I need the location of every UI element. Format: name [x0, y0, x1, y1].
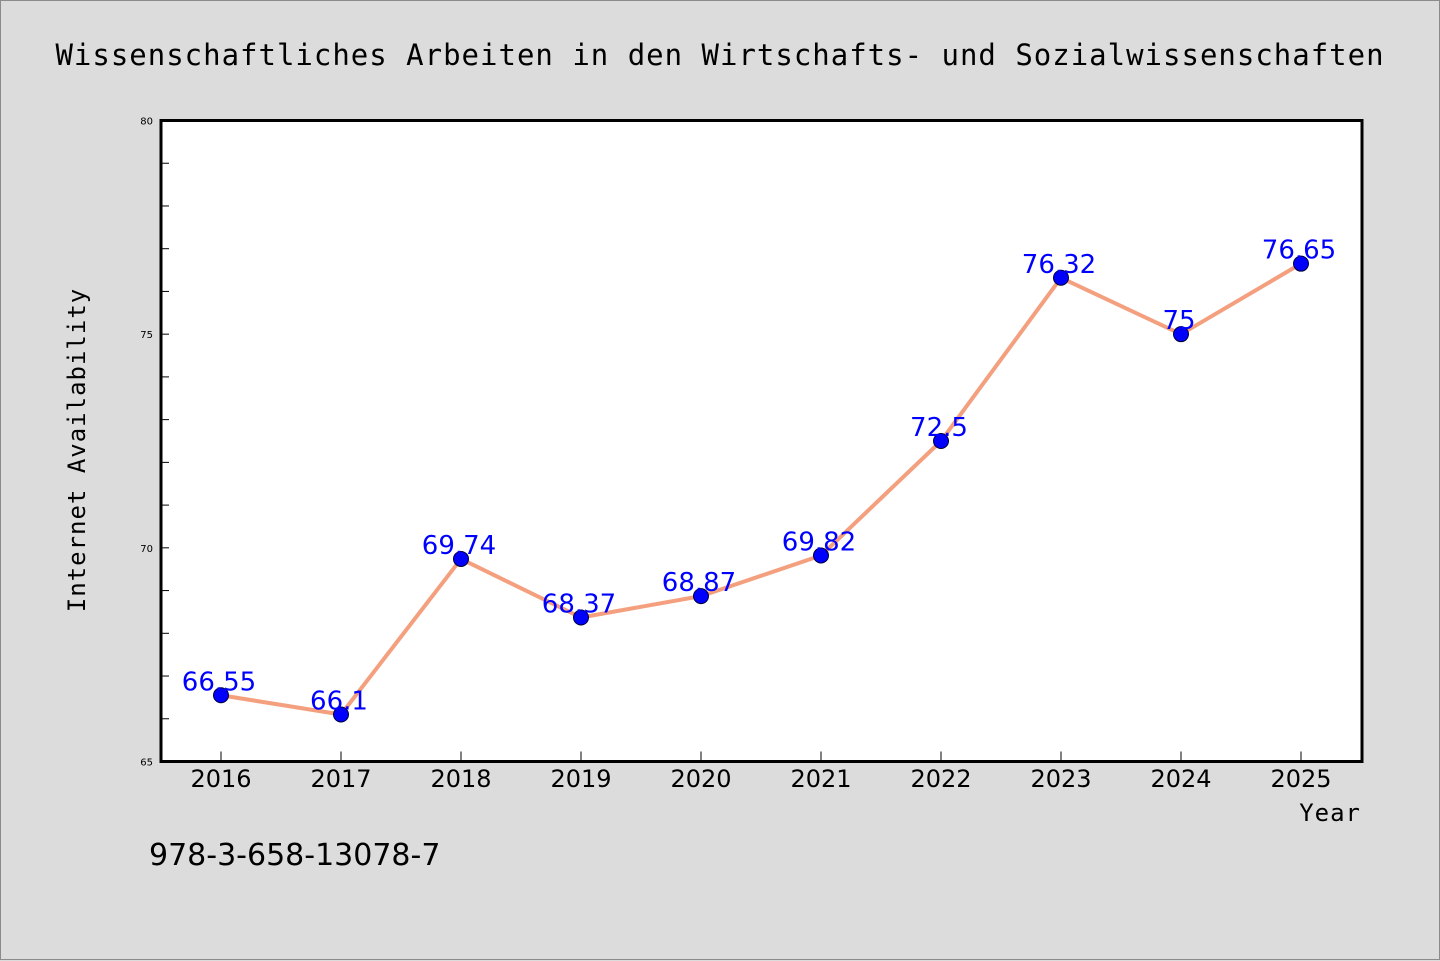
data-point: [333, 706, 349, 723]
data-point: [693, 588, 709, 605]
y-axis-ticks: 65 70 75 80: [140, 117, 169, 769]
plot-area: [159, 119, 1364, 763]
y-tick-label: 75: [140, 330, 153, 341]
data-label: 66.55: [182, 667, 256, 697]
data-label: 69.82: [782, 528, 856, 558]
x-tick-label: 2018: [430, 765, 491, 793]
data-label: 69.74: [422, 531, 496, 561]
data-label: 72.5: [910, 413, 968, 443]
x-tick-label: 2021: [790, 765, 851, 793]
x-axis-label: Year: [1299, 799, 1361, 827]
data-label-layer: 66.55 66.1 69.74 68.37 68.87 69.82 72.5 76.32 75…: [182, 236, 1336, 717]
x-tick-label: 2017: [310, 765, 371, 793]
data-point: [813, 547, 829, 564]
x-tick-label: 2022: [910, 765, 971, 793]
data-label: 75: [1162, 306, 1195, 336]
y-tick-label: 80: [140, 117, 153, 128]
data-label: 76.65: [1262, 236, 1336, 266]
x-tick-label: 2020: [670, 765, 731, 793]
data-point: [1293, 255, 1309, 272]
x-tick-label: 2016: [190, 765, 251, 793]
x-tick-label: 2024: [1150, 765, 1211, 793]
data-label: 68.37: [542, 589, 616, 619]
data-point: [573, 609, 589, 626]
y-tick-label: 65: [140, 758, 153, 769]
data-label: 66.1: [310, 686, 368, 716]
data-point: [213, 687, 229, 704]
chart-title: Wissenschaftliches Arbeiten in den Wirts…: [55, 38, 1384, 72]
x-tick-label: 2019: [550, 765, 611, 793]
data-point: [453, 550, 469, 567]
x-axis-ticks: 2016 2017 2018 2019 2020 2021 2022 2023 2024 2025: [190, 751, 1332, 793]
data-point: [1173, 326, 1189, 343]
series-layer: [213, 255, 1309, 723]
series-line: [219, 261, 1303, 717]
data-point: [1053, 269, 1069, 286]
x-tick-label: 2023: [1030, 765, 1091, 793]
isbn-label: 978-3-658-13078-7: [149, 838, 440, 873]
data-label: 68.87: [662, 568, 736, 598]
y-axis-label: Internet Availability: [63, 288, 91, 612]
data-point: [933, 433, 949, 449]
data-label: 76.32: [1022, 250, 1096, 280]
y-tick-label: 70: [140, 544, 153, 555]
x-tick-label: 2025: [1270, 765, 1331, 793]
